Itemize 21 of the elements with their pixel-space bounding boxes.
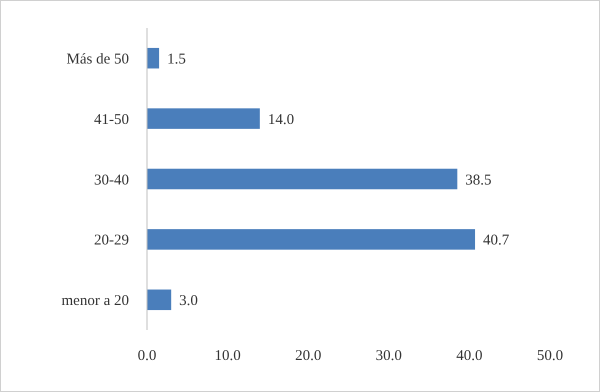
data-label: 1.5 bbox=[167, 51, 186, 68]
x-tick-label: 20.0 bbox=[295, 348, 322, 364]
y-tick-label: 30-40 bbox=[94, 172, 129, 188]
x-tick-label: 40.0 bbox=[456, 348, 483, 364]
bar bbox=[147, 290, 172, 310]
bar bbox=[147, 48, 160, 68]
y-tick-label: menor a 20 bbox=[62, 293, 129, 310]
bar bbox=[147, 108, 260, 129]
bar bbox=[147, 168, 458, 190]
x-tick-label: 10.0 bbox=[214, 348, 241, 364]
y-tick-label: 20-29 bbox=[94, 232, 129, 249]
x-tick-label: 30.0 bbox=[376, 348, 402, 364]
data-label: 3.0 bbox=[179, 293, 198, 310]
data-label: 40.7 bbox=[483, 232, 510, 249]
data-label: 38.5 bbox=[465, 172, 492, 188]
y-tick-label: Más de 50 bbox=[66, 51, 129, 68]
data-label: 14.0 bbox=[268, 112, 294, 128]
y-tick-label: 41-50 bbox=[94, 112, 129, 128]
x-tick-label: 50.0 bbox=[536, 348, 564, 364]
x-tick-label: 0.0 bbox=[138, 348, 156, 364]
bar bbox=[147, 229, 476, 250]
